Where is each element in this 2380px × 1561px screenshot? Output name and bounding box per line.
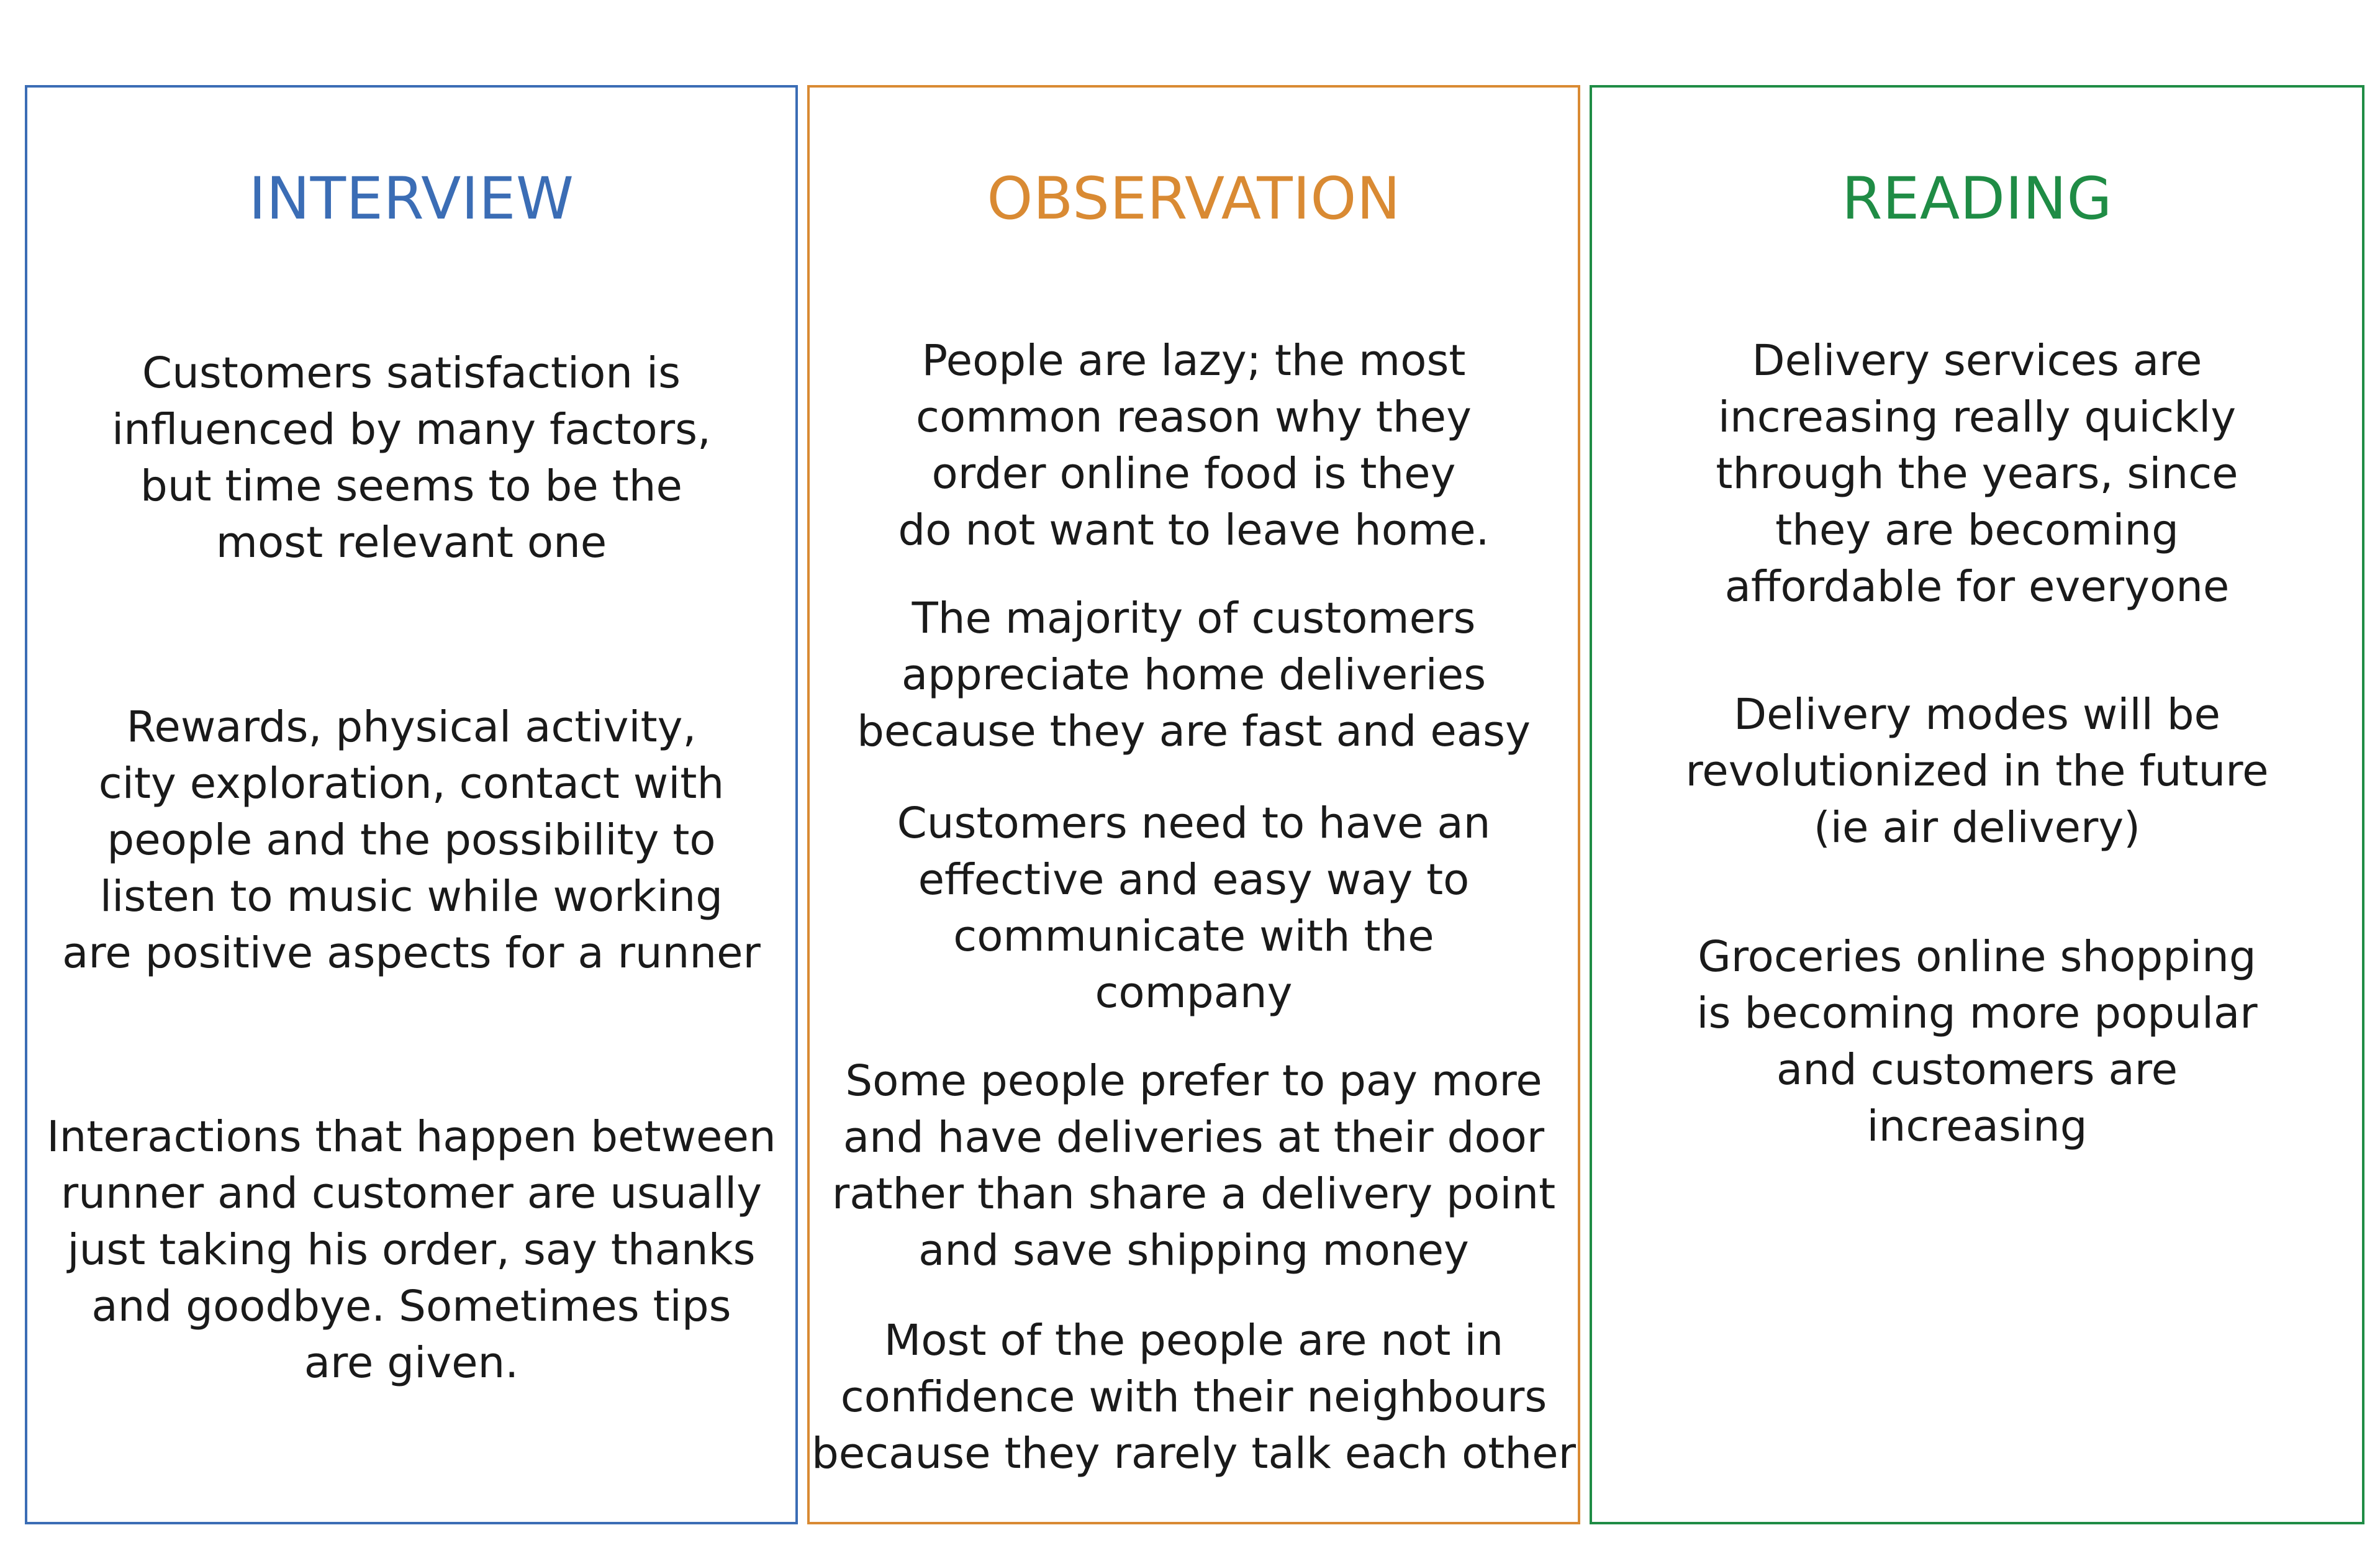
observation-note-5: Most of the people are not in confidence… <box>812 1316 1576 1478</box>
observation-title: OBSERVATION <box>987 165 1401 233</box>
reading-column: READING Delivery services are increasing… <box>1590 85 2364 1524</box>
interview-note-3: Interactions that happen between runner … <box>47 1112 776 1388</box>
interview-note-2: Rewards, physical activity, city explora… <box>62 702 761 978</box>
reading-note-1: Delivery services are increasing really … <box>1716 336 2238 612</box>
reading-note-2: Delivery modes will be revolutionized in… <box>1685 690 2269 853</box>
reading-note-3: Groceries online shopping is becoming mo… <box>1696 932 2258 1151</box>
observation-column: OBSERVATION People are lazy; the most co… <box>807 85 1580 1524</box>
observation-note-3: Customers need to have an effective and … <box>897 799 1491 1018</box>
observation-note-1: People are lazy; the most common reason … <box>898 336 1490 555</box>
interview-note-1: Customers satisfaction is influenced by … <box>112 348 711 568</box>
observation-note-4: Some people prefer to pay more and have … <box>831 1056 1556 1275</box>
interview-title: INTERVIEW <box>248 165 574 233</box>
interview-column: INTERVIEW Customers satisfaction is infl… <box>25 85 798 1524</box>
observation-note-2: The majority of customers appreciate hom… <box>857 594 1531 756</box>
reading-title: READING <box>1842 165 2112 233</box>
